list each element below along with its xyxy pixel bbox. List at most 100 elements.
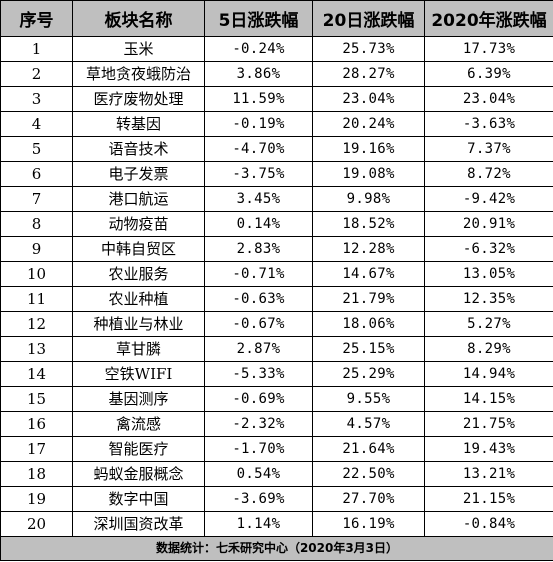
change-2020: 13.05% <box>424 261 553 287</box>
sector-name: 数字中国 <box>72 486 205 512</box>
row-index: 1 <box>0 36 73 62</box>
table-row: 14 空铁WIFI -5.33% 25.29% 14.94% <box>0 361 553 387</box>
change-2020: 20.91% <box>424 211 553 237</box>
change-2020: 6.39% <box>424 61 553 87</box>
change-20day: 22.50% <box>312 461 425 487</box>
table-row: 4 转基因 -0.19% 20.24% -3.63% <box>0 111 553 137</box>
change-5day: -0.63% <box>204 286 313 312</box>
change-20day: 27.70% <box>312 486 425 512</box>
change-20day: 18.06% <box>312 311 425 337</box>
change-20day: 23.04% <box>312 86 425 112</box>
change-2020: 21.15% <box>424 486 553 512</box>
table-row: 15 基因测序 -0.69% 9.55% 14.15% <box>0 386 553 412</box>
change-20day: 12.28% <box>312 236 425 262</box>
change-20day: 18.52% <box>312 211 425 237</box>
row-index: 18 <box>0 461 73 487</box>
change-20day: 20.24% <box>312 111 425 137</box>
change-2020: 21.75% <box>424 411 553 437</box>
table-row: 1 玉米 -0.24% 25.73% 17.73% <box>0 36 553 62</box>
change-20day: 9.55% <box>312 386 425 412</box>
change-5day: -0.24% <box>204 36 313 62</box>
change-5day: 1.14% <box>204 511 313 537</box>
table-row: 18 蚂蚁金服概念 0.54% 22.50% 13.21% <box>0 461 553 487</box>
change-20day: 25.15% <box>312 336 425 362</box>
row-index: 15 <box>0 386 73 412</box>
table-row: 7 港口航运 3.45% 9.98% -9.42% <box>0 186 553 212</box>
change-2020: 17.73% <box>424 36 553 62</box>
row-index: 20 <box>0 511 73 537</box>
change-5day: -3.69% <box>204 486 313 512</box>
change-2020: 12.35% <box>424 286 553 312</box>
table-row: 3 医疗废物处理 11.59% 23.04% 23.04% <box>0 86 553 112</box>
change-2020: -9.42% <box>424 186 553 212</box>
change-2020: 13.21% <box>424 461 553 487</box>
sector-name: 电子发票 <box>72 161 205 187</box>
change-5day: -4.70% <box>204 136 313 162</box>
row-index: 16 <box>0 411 73 437</box>
row-index: 6 <box>0 161 73 187</box>
sector-name: 蚂蚁金服概念 <box>72 461 205 487</box>
table-row: 19 数字中国 -3.69% 27.70% 21.15% <box>0 486 553 512</box>
table-row: 11 农业种植 -0.63% 21.79% 12.35% <box>0 286 553 312</box>
row-index: 2 <box>0 61 73 87</box>
footer-row: 数据统计：七禾研究中心（2020年3月3日） <box>0 536 553 561</box>
table-footer: 数据统计：七禾研究中心（2020年3月3日） <box>0 536 553 561</box>
header-index: 序号 <box>0 0 73 37</box>
change-5day: -2.32% <box>204 411 313 437</box>
change-2020: 14.94% <box>424 361 553 387</box>
sector-name: 深圳国资改革 <box>72 511 205 537</box>
table-row: 5 语音技术 -4.70% 19.16% 7.37% <box>0 136 553 162</box>
sector-name: 空铁WIFI <box>72 361 205 387</box>
sector-name: 玉米 <box>72 36 205 62</box>
change-5day: 0.14% <box>204 211 313 237</box>
table-header: 序号 板块名称 5日涨跌幅 20日涨跌幅 2020年涨跌幅 <box>0 0 553 37</box>
row-index: 19 <box>0 486 73 512</box>
sector-name: 草甘膦 <box>72 336 205 362</box>
table-row: 13 草甘膦 2.87% 25.15% 8.29% <box>0 336 553 362</box>
change-20day: 16.19% <box>312 511 425 537</box>
change-5day: 0.54% <box>204 461 313 487</box>
header-sector-name: 板块名称 <box>72 0 205 37</box>
change-2020: 14.15% <box>424 386 553 412</box>
row-index: 17 <box>0 436 73 462</box>
change-2020: 5.27% <box>424 311 553 337</box>
change-20day: 4.57% <box>312 411 425 437</box>
row-index: 13 <box>0 336 73 362</box>
change-5day: -3.75% <box>204 161 313 187</box>
sector-name: 农业服务 <box>72 261 205 287</box>
change-20day: 14.67% <box>312 261 425 287</box>
table-row: 20 深圳国资改革 1.14% 16.19% -0.84% <box>0 511 553 537</box>
change-5day: -0.69% <box>204 386 313 412</box>
change-20day: 21.64% <box>312 436 425 462</box>
sector-name: 动物疫苗 <box>72 211 205 237</box>
change-5day: -0.19% <box>204 111 313 137</box>
table-row: 16 禽流感 -2.32% 4.57% 21.75% <box>0 411 553 437</box>
change-5day: -0.67% <box>204 311 313 337</box>
row-index: 14 <box>0 361 73 387</box>
sector-name: 港口航运 <box>72 186 205 212</box>
row-index: 7 <box>0 186 73 212</box>
table-row: 17 智能医疗 -1.70% 21.64% 19.43% <box>0 436 553 462</box>
sector-name: 禽流感 <box>72 411 205 437</box>
row-index: 10 <box>0 261 73 287</box>
sector-name: 语音技术 <box>72 136 205 162</box>
change-2020: 8.29% <box>424 336 553 362</box>
change-2020: -0.84% <box>424 511 553 537</box>
change-20day: 19.16% <box>312 136 425 162</box>
sector-name: 医疗废物处理 <box>72 86 205 112</box>
row-index: 3 <box>0 86 73 112</box>
row-index: 5 <box>0 136 73 162</box>
change-2020: 23.04% <box>424 86 553 112</box>
header-20day-change: 20日涨跌幅 <box>312 0 425 37</box>
change-5day: 3.45% <box>204 186 313 212</box>
sector-name: 草地贪夜蛾防治 <box>72 61 205 87</box>
change-5day: 11.59% <box>204 86 313 112</box>
row-index: 4 <box>0 111 73 137</box>
header-5day-change: 5日涨跌幅 <box>204 0 313 37</box>
change-2020: 7.37% <box>424 136 553 162</box>
change-5day: 2.83% <box>204 236 313 262</box>
sector-name: 转基因 <box>72 111 205 137</box>
sector-name: 基因测序 <box>72 386 205 412</box>
